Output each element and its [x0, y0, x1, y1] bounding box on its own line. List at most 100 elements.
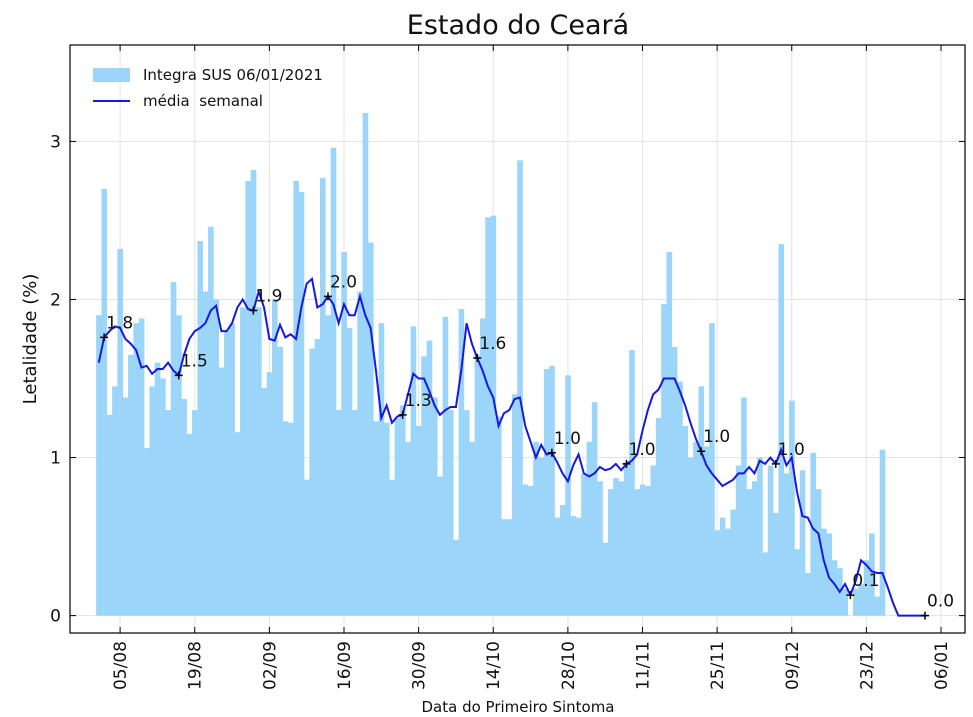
- point-marker: [473, 353, 482, 362]
- bar: [858, 584, 865, 616]
- bar: [367, 242, 374, 616]
- bar: [794, 549, 801, 616]
- data-label: 1.5: [181, 351, 208, 371]
- bar: [197, 241, 204, 616]
- point-marker: [323, 292, 332, 301]
- bar: [474, 354, 481, 616]
- bar: [655, 418, 662, 616]
- bar: [693, 441, 699, 616]
- point-marker: [846, 591, 855, 600]
- data-label: 0.0: [927, 592, 954, 612]
- bar: [789, 400, 795, 616]
- bar: [645, 486, 651, 616]
- bar: [405, 441, 411, 616]
- bar: [389, 479, 395, 616]
- bar: [639, 484, 646, 616]
- bar: [730, 509, 737, 616]
- bar: [458, 308, 465, 616]
- bar: [186, 433, 193, 616]
- bar: [325, 315, 331, 616]
- bar: [293, 180, 299, 616]
- bar: [192, 410, 198, 616]
- bar: [522, 484, 529, 616]
- bar: [245, 180, 252, 616]
- bar: [677, 381, 683, 616]
- bar: [309, 348, 315, 616]
- data-label: 1.6: [479, 334, 506, 354]
- x-tick-label: 05/08: [111, 641, 131, 690]
- bar: [426, 340, 433, 616]
- bar: [202, 291, 209, 616]
- bar: [554, 517, 561, 616]
- x-tick-label: 14/10: [484, 641, 504, 690]
- bar: [128, 354, 134, 616]
- bar: [741, 397, 747, 616]
- x-tick-label: 28/10: [559, 641, 579, 690]
- y-tick-label: 2: [50, 290, 61, 310]
- bar: [714, 530, 721, 616]
- bar: [410, 326, 417, 616]
- bar: [469, 441, 475, 616]
- bar: [272, 299, 278, 616]
- bar: [543, 369, 550, 616]
- bar: [735, 465, 742, 616]
- legend-label: média semanal: [143, 92, 263, 110]
- bar: [362, 112, 369, 616]
- bar: [453, 539, 459, 616]
- bar: [805, 572, 811, 616]
- data-label: 1.0: [629, 440, 656, 460]
- bar: [538, 457, 545, 616]
- x-tick-label: 09/12: [783, 641, 803, 690]
- bar: [597, 481, 603, 616]
- bar: [719, 517, 726, 616]
- bar: [442, 316, 449, 616]
- bar: [250, 169, 257, 616]
- x-tick-label: 02/09: [260, 641, 280, 690]
- bar: [335, 410, 342, 616]
- point-marker: [398, 410, 407, 419]
- bar: [373, 421, 379, 616]
- bar: [863, 560, 870, 616]
- bar: [138, 318, 145, 616]
- bar: [517, 160, 523, 616]
- data-label: 2.0: [330, 272, 357, 292]
- x-tick-label: 25/11: [708, 641, 728, 690]
- bar: [586, 441, 593, 616]
- bar: [709, 323, 715, 616]
- chart-title: Estado do Ceará: [407, 10, 629, 41]
- bar: [874, 596, 881, 616]
- bar: [383, 422, 390, 616]
- point-marker: [771, 459, 780, 468]
- bar: [256, 307, 262, 616]
- bar: [149, 386, 156, 616]
- bar: [415, 425, 422, 616]
- bar: [176, 315, 182, 616]
- bar: [437, 476, 443, 616]
- bar: [799, 470, 806, 616]
- bar: [661, 304, 667, 616]
- bar: [773, 512, 779, 616]
- bar: [559, 504, 566, 616]
- bar: [591, 402, 598, 616]
- bar: [399, 405, 406, 616]
- bar: [602, 542, 609, 616]
- bar: [527, 486, 534, 616]
- y-tick-label: 1: [50, 449, 61, 469]
- x-tick-label: 11/11: [634, 641, 654, 690]
- bar: [282, 421, 289, 616]
- bar: [757, 457, 763, 616]
- bar: [533, 441, 539, 616]
- data-label: 0.1: [852, 571, 879, 591]
- bar: [570, 516, 577, 616]
- bar: [783, 473, 790, 616]
- bar: [671, 346, 678, 616]
- bar: [479, 318, 486, 616]
- bar: [298, 192, 305, 616]
- bar: [431, 397, 438, 616]
- bar: [447, 410, 454, 616]
- point-marker: [249, 306, 258, 315]
- bar: [810, 452, 817, 616]
- point-marker: [697, 447, 706, 456]
- bar: [501, 519, 507, 616]
- bar: [575, 517, 582, 616]
